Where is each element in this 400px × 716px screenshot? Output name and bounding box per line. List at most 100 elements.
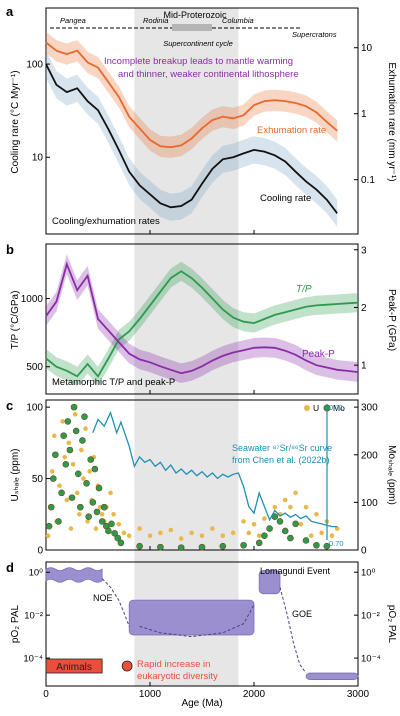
u-point (262, 516, 267, 521)
sr-axis-top-label: 0.71 (329, 403, 344, 412)
exhumation-line (45, 41, 338, 149)
label-columbia: Columbia (222, 16, 254, 25)
exhumation-rate-label: Exhumation rate (257, 125, 326, 136)
mo-point (276, 518, 284, 525)
a-right-tick-label: 0.1 (361, 175, 375, 186)
noe-label: NOE (93, 593, 113, 603)
u-point (256, 533, 262, 539)
panel-c-points (45, 403, 340, 551)
mo-point (95, 484, 103, 492)
u-point (52, 433, 57, 439)
cooling-line (45, 63, 338, 214)
animals-label: Animals (56, 662, 92, 673)
peakp-series-label: Peak-P (302, 349, 335, 360)
mo-point (219, 542, 227, 550)
sr-axis-bottom-label: 0.70 (329, 539, 344, 548)
panel-a-title: Cooling/exhumation rates (52, 216, 160, 227)
panel-b: b 500 1000 1 2 3 T/P Peak-P Metamorphic T/P … (6, 242, 397, 395)
lomagundi-label: Lomagundi Event (260, 566, 331, 576)
u-point (334, 526, 340, 531)
u-point (72, 411, 78, 417)
u-point (45, 533, 51, 539)
panel-a-uncertainty (46, 31, 338, 227)
panel-a-left-axis-label: Cooling rare (°C Myr⁻¹) (10, 70, 21, 173)
sr-curve-line (92, 410, 338, 528)
legend-u-marker (304, 405, 310, 411)
u-point (288, 504, 293, 510)
mo-point (66, 446, 74, 454)
d-left-tick-label: 10⁻⁴ (23, 654, 43, 665)
panel-b-left-axis-label: T/P (°C/GPa) (10, 291, 21, 350)
panel-c-sr-curve (92, 410, 338, 528)
mo-point (313, 541, 320, 549)
u-point (76, 511, 82, 517)
x-axis-label: Age (Ma) (181, 698, 222, 709)
panel-d-letter: d (6, 560, 14, 575)
c-left-tick-label: 100 (26, 403, 43, 414)
mo-point (302, 537, 310, 544)
panel-a-right-axis-label: Exhumation rare (mm yr⁻¹) (386, 62, 397, 181)
animals-bar (45, 658, 103, 674)
mo-point (70, 403, 78, 411)
mo-point (240, 541, 247, 549)
d-left-tick-label: 10⁰ (29, 568, 44, 579)
u-point (111, 511, 116, 517)
mo-point (255, 539, 263, 547)
a-left-tick-label: 100 (26, 60, 43, 71)
oxygen-dashed-curve (279, 587, 307, 674)
label-rodinia: Rodinia (143, 16, 168, 25)
eukaryote-annotation-line1: Rapid increase in (137, 659, 210, 670)
mo-point (108, 520, 115, 528)
b-right-tick-label: 2 (361, 303, 367, 314)
box-lomagundi (258, 570, 281, 595)
peakp-band (46, 254, 358, 383)
u-point (79, 447, 84, 453)
b-left-tick-label: 1000 (21, 294, 44, 305)
u-point (168, 527, 174, 533)
u-point (99, 511, 105, 517)
panel-d-right-axis-label: pO₂ PAL (386, 605, 397, 644)
tp-series-label: T/P (296, 284, 312, 295)
box-archean (305, 672, 359, 680)
panel-a-series (45, 41, 338, 214)
legend-mo-label: Mo (333, 403, 345, 413)
c-right-tick-label: 100 (361, 498, 378, 509)
c-right-tick-label: 0 (361, 546, 367, 557)
oxygen-dashed-curve (139, 604, 255, 638)
u-point (147, 533, 153, 539)
u-point (74, 490, 80, 496)
cooling-rate-label: Cooling rate (260, 193, 311, 204)
u-point (178, 536, 184, 541)
oxygen-dashed-curve (101, 578, 130, 627)
u-point (329, 533, 335, 539)
u-point (49, 469, 55, 474)
label-pangea: Pangea (60, 16, 86, 25)
mo-point (45, 522, 53, 530)
u-point (121, 530, 127, 536)
b-right-tick-label: 1 (361, 361, 367, 372)
mo-point (85, 513, 92, 520)
mo-point (117, 539, 125, 547)
mo-point (74, 470, 82, 478)
c-left-tick-label: 50 (32, 474, 44, 485)
mo-point (83, 480, 90, 487)
mo-point (55, 518, 62, 525)
u-point (158, 530, 163, 536)
u-point (272, 504, 278, 510)
mo-point (292, 520, 299, 528)
u-point (137, 526, 142, 531)
mo-point (198, 543, 206, 551)
u-point (116, 521, 122, 527)
u-point (251, 521, 257, 527)
c-right-tick-label: 300 (361, 403, 378, 414)
panel-a-frame (45, 7, 359, 235)
mo-point (49, 475, 57, 482)
a-right-tick-label: 10 (361, 43, 373, 54)
panel-a-ticks: 100 10 10 1 0.1 (26, 43, 375, 186)
d-right-tick-label: 10⁰ (361, 568, 376, 579)
mo-point (91, 465, 99, 473)
u-point (210, 526, 215, 531)
u-point (241, 519, 246, 524)
a-right-tick-label: 1 (361, 109, 367, 120)
